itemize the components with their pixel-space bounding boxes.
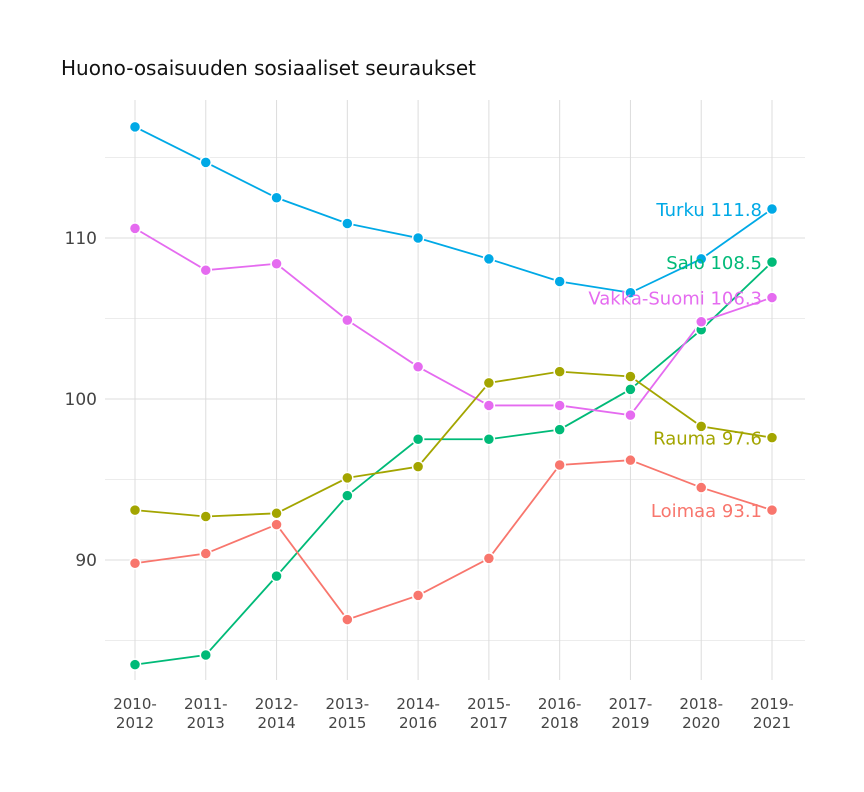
data-point-rauma bbox=[341, 471, 354, 485]
data-point-turku bbox=[765, 202, 779, 216]
x-tick-label: 2018-2020 bbox=[679, 695, 723, 732]
series-line-loimaa bbox=[134, 459, 773, 621]
data-point-salo bbox=[411, 433, 425, 446]
series-line-turku bbox=[134, 126, 773, 294]
data-point-turku bbox=[411, 231, 425, 245]
data-point-vakka-suomi bbox=[624, 408, 637, 422]
data-point-vakka-suomi bbox=[270, 257, 283, 271]
data-point-turku bbox=[199, 156, 213, 169]
data-point-salo bbox=[270, 569, 283, 583]
data-point-loimaa bbox=[765, 503, 779, 517]
end-label-vakka-suomi: Vakka-Suomi 106.3 bbox=[588, 289, 762, 310]
data-point-vakka-suomi bbox=[199, 263, 213, 277]
data-point-vakka-suomi bbox=[765, 291, 779, 304]
chart-title: Huono-osaisuuden sosiaaliset seuraukset bbox=[61, 56, 476, 80]
data-point-loimaa bbox=[411, 589, 425, 602]
data-point-turku bbox=[694, 252, 708, 266]
end-label-rauma: Rauma 97.6 bbox=[653, 429, 762, 450]
data-point-turku bbox=[341, 217, 354, 230]
data-point-salo bbox=[128, 658, 142, 671]
data-point-vakka-suomi bbox=[341, 313, 354, 327]
x-tick-label: 2011-2013 bbox=[184, 695, 228, 732]
x-tick-label: 2019-2021 bbox=[750, 695, 794, 732]
data-point-vakka-suomi bbox=[553, 399, 566, 412]
data-point-vakka-suomi bbox=[482, 399, 496, 412]
x-tick-label: 2015-2017 bbox=[467, 695, 511, 732]
data-point-salo bbox=[624, 383, 637, 396]
data-point-vakka-suomi bbox=[411, 360, 425, 374]
x-tick-label: 2017-2019 bbox=[609, 695, 653, 732]
end-label-turku: Turku 111.8 bbox=[655, 200, 762, 221]
data-point-rauma bbox=[199, 510, 213, 523]
data-point-vakka-suomi bbox=[694, 315, 708, 328]
series-line-salo bbox=[134, 261, 773, 666]
data-point-turku bbox=[553, 275, 566, 288]
end-label-loimaa: Loimaa 93.1 bbox=[651, 501, 762, 522]
data-point-turku bbox=[128, 120, 142, 134]
series-line-rauma bbox=[134, 370, 773, 518]
data-point-loimaa bbox=[270, 518, 283, 531]
series-line-vakka-suomi bbox=[134, 227, 773, 417]
x-tick-label: 2013-2015 bbox=[326, 695, 370, 732]
end-label-salo: Salo 108.5 bbox=[666, 253, 762, 274]
y-tick-label: 90 bbox=[75, 551, 97, 571]
data-point-rauma bbox=[694, 420, 708, 433]
data-point-rauma bbox=[624, 370, 637, 383]
x-tick-label: 2012-2014 bbox=[255, 695, 299, 732]
data-point-loimaa bbox=[482, 552, 496, 565]
data-point-rauma bbox=[765, 431, 779, 444]
data-point-loimaa bbox=[553, 458, 566, 472]
x-tick-label: 2010-2012 bbox=[113, 695, 157, 732]
data-point-turku bbox=[270, 191, 283, 204]
data-point-rauma bbox=[482, 376, 496, 390]
data-point-loimaa bbox=[341, 613, 354, 626]
data-point-rauma bbox=[553, 365, 566, 378]
data-point-vakka-suomi bbox=[128, 222, 142, 235]
data-point-turku bbox=[624, 286, 637, 299]
data-point-salo bbox=[341, 489, 354, 502]
data-point-loimaa bbox=[624, 453, 637, 467]
y-tick-label: 110 bbox=[65, 229, 97, 249]
data-point-loimaa bbox=[694, 481, 708, 494]
x-tick-label: 2016-2018 bbox=[538, 695, 582, 732]
data-point-loimaa bbox=[128, 556, 142, 570]
data-point-rauma bbox=[411, 460, 425, 473]
data-point-loimaa bbox=[199, 547, 213, 560]
data-point-salo bbox=[553, 423, 566, 436]
data-point-turku bbox=[482, 252, 496, 266]
x-tick-label: 2014-2016 bbox=[396, 695, 440, 732]
y-tick-label: 100 bbox=[65, 390, 97, 410]
data-point-salo bbox=[765, 255, 779, 269]
data-point-salo bbox=[482, 433, 496, 446]
data-point-rauma bbox=[128, 503, 142, 517]
data-point-rauma bbox=[270, 507, 283, 520]
data-point-salo bbox=[199, 648, 213, 662]
